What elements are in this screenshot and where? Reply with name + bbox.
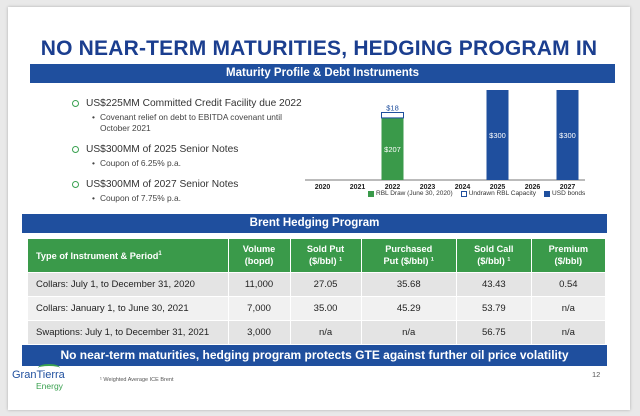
bar: [381, 117, 404, 180]
bar: [486, 90, 509, 180]
table-cell: 11,000: [227, 271, 291, 296]
column-header: Sold Put ($/bbl) ¹: [289, 239, 361, 272]
column-header: Premium ($/bbl): [530, 239, 605, 272]
company-logo: GranTierra Energy: [12, 364, 65, 392]
table-cell: 53.79: [455, 295, 532, 320]
maturity-section-header: Maturity Profile & Debt Instruments: [30, 64, 615, 83]
table-cell: 0.54: [530, 271, 605, 296]
logo-line2: Energy: [36, 381, 63, 391]
footnote: ¹ Weighted Average ICE Brent: [100, 377, 174, 383]
x-tick-label: 2022: [385, 184, 401, 191]
table-cell: n/a: [360, 319, 457, 344]
x-tick-label: 2021: [350, 184, 366, 191]
logo-swoosh-icon: [38, 364, 60, 372]
table-row: Collars: January 1, to June 30, 2021 7,0…: [28, 295, 605, 320]
table-cell: 56.75: [455, 319, 532, 344]
bullet-main: US$300MM of 2025 Senior Notes: [86, 144, 239, 155]
legend-item: RBL Draw (June 30, 2020): [368, 190, 453, 197]
column-header: Sold Call ($/bbl) ¹: [455, 239, 532, 272]
table-cell: Collars: January 1, to June 30, 2021: [28, 295, 228, 320]
bullet-group: US$300MM of 2027 Senior Notes • Coupon of…: [72, 179, 312, 204]
table-cell: Swaptions: July 1, to December 31, 2021: [28, 319, 228, 344]
legend-item: USD bonds: [544, 190, 585, 197]
bullet-circle-icon: [72, 146, 79, 153]
table-cell: 43.43: [455, 271, 532, 296]
page-number: 12: [592, 370, 601, 379]
table-cell: 45.29: [360, 295, 457, 320]
legend-label: RBL Draw (June 30, 2020): [376, 190, 453, 197]
hedging-section-header: Brent Hedging Program: [22, 214, 607, 233]
bullet-sub: Coupon of 7.75% p.a.: [99, 193, 181, 203]
legend-label: Undrawn RBL Capacity: [468, 190, 537, 197]
x-tick-label: 2024: [455, 184, 471, 191]
table-cell: n/a: [289, 319, 361, 344]
bar: [381, 112, 404, 119]
footer-banner: No near-term maturities, hedging program…: [22, 345, 607, 366]
table-cell: 7,000: [227, 295, 291, 320]
data-label: $300: [559, 131, 576, 140]
legend-swatch: [544, 190, 551, 197]
debt-bullet-list: US$225MM Committed Credit Facility due 2…: [72, 98, 312, 214]
table-header-row: Type of Instrument & Period1 Volume (bopd…: [28, 239, 605, 272]
table-cell: n/a: [530, 295, 605, 320]
data-label: $300: [489, 131, 506, 140]
legend-item: Undrawn RBL Capacity: [460, 190, 537, 197]
x-tick-label: 2023: [420, 184, 436, 191]
maturity-chart: 2020 2021 $207 $18 2022 2023 2024 $300 2025 2026 $…: [305, 90, 585, 191]
x-tick-label: 2026: [525, 184, 541, 191]
table-cell: 27.05: [289, 271, 361, 296]
x-tick-label: 2025: [490, 184, 506, 191]
chart-legend: RBL Draw (June 30, 2020) Undrawn RBL Cap…: [368, 190, 585, 197]
table-cell: Collars: July 1, to December 31, 2020: [28, 271, 228, 296]
table-row: Collars: July 1, to December 31, 2020 11…: [28, 271, 605, 296]
logo-line1: GranTierra: [12, 369, 65, 381]
data-label: $207: [384, 145, 401, 154]
column-header: Type of Instrument & Period1: [28, 239, 228, 272]
bullet-main: US$225MM Committed Credit Facility due 2…: [86, 98, 302, 109]
bullet-sub: Covenant relief on debt to EBITDA covena…: [99, 112, 282, 133]
data-label: $18: [386, 104, 399, 113]
bullet-group: US$300MM of 2025 Senior Notes • Coupon of…: [72, 144, 312, 169]
legend-swatch: [368, 190, 374, 197]
bullet-group: US$225MM Committed Credit Facility due 2…: [72, 98, 312, 134]
legend-label: USD bonds: [552, 190, 586, 197]
bullet-main: US$300MM of 2027 Senior Notes: [86, 179, 239, 190]
table-cell: n/a: [530, 319, 605, 344]
table-row: Swaptions: July 1, to December 31, 2021 …: [28, 319, 605, 344]
column-header: Volume (bopd): [227, 239, 291, 272]
bar: [556, 90, 579, 180]
column-header: Purchased Put ($/bbl) ¹: [360, 239, 457, 272]
table-cell: 35.00: [289, 295, 361, 320]
x-tick-label: 2020: [315, 184, 331, 191]
table-cell: 3,000: [227, 319, 291, 344]
bullet-sub: Coupon of 6.25% p.a.: [99, 158, 181, 168]
table-cell: 35.68: [360, 271, 457, 296]
hedging-table: Type of Instrument & Period1 Volume (bopd…: [28, 239, 605, 344]
bullet-circle-icon: [72, 181, 79, 188]
x-tick-label: 2027: [560, 184, 576, 191]
bullet-circle-icon: [72, 100, 79, 107]
legend-swatch: [460, 190, 467, 197]
